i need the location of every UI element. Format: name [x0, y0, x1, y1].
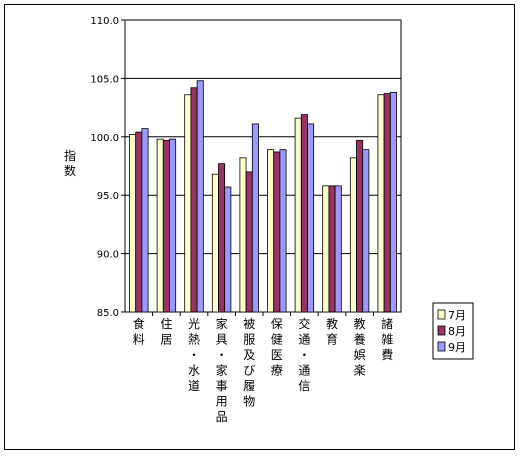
y-axis-label: 指数 [64, 148, 76, 178]
bar-3 [141, 128, 149, 313]
legend-label: 7月 [448, 309, 466, 322]
bar-2 [190, 87, 198, 313]
category-label: 教養娯楽 [354, 316, 366, 378]
y-tick-label: 100.0 [90, 133, 119, 144]
bar-1 [377, 94, 385, 313]
category-label: 家具・家事用品 [216, 316, 228, 424]
bar-2 [162, 139, 170, 313]
category-label: 住居 [160, 317, 172, 347]
category-label: 被服及び履物 [243, 317, 255, 409]
bar-3 [362, 149, 370, 313]
bar-2 [135, 131, 143, 313]
category-label: 光熱・水道 [188, 317, 200, 393]
y-axis-ticks: 85.0 90.0 95.0 100.0 105.0 110.0 [90, 16, 125, 319]
y-axis-title: 指数 [64, 148, 76, 178]
bar-2 [356, 139, 364, 313]
bar-3 [279, 149, 287, 313]
legend: 7月 8月 9月 [432, 302, 474, 360]
bar-3 [307, 123, 315, 313]
y-tick-label: 105.0 [90, 74, 119, 85]
bar-1 [129, 134, 137, 313]
bar-3 [251, 123, 259, 313]
legend-swatch [437, 341, 446, 352]
category-label: 諸雑費 [381, 316, 393, 362]
bar-1 [267, 149, 275, 313]
y-tick-label: 95.0 [97, 191, 119, 202]
bar-2 [273, 151, 281, 313]
y-tick-label: 110.0 [90, 16, 119, 27]
y-tick-label: 90.0 [97, 250, 119, 261]
bar-3 [196, 80, 204, 313]
bar-3 [169, 138, 177, 313]
bar-3 [334, 185, 342, 313]
bar-1 [184, 94, 192, 313]
bars [129, 80, 397, 316]
bar-1 [294, 117, 302, 313]
category-label: 保健医療 [271, 317, 283, 378]
bar-3 [389, 92, 397, 313]
bar-1 [211, 173, 219, 313]
category-label: 交通・通信 [298, 316, 310, 393]
legend-label: 9月 [448, 341, 466, 354]
legend-swatch [437, 325, 446, 336]
bar-1 [239, 157, 247, 313]
bar-2 [328, 185, 336, 313]
category-label: 教育 [326, 316, 338, 347]
y-tick-label: 85.0 [97, 308, 119, 319]
bar-2 [245, 171, 253, 313]
category-label: 食料 [133, 316, 145, 347]
bar-2 [383, 93, 391, 313]
bar-2 [218, 163, 226, 313]
legend-swatch [437, 309, 446, 320]
bar-3 [224, 186, 232, 313]
legend-label: 8月 [448, 325, 466, 338]
bar-1 [322, 185, 330, 313]
bar-1 [156, 138, 164, 313]
bar-2 [300, 114, 308, 313]
bar-1 [349, 157, 357, 313]
